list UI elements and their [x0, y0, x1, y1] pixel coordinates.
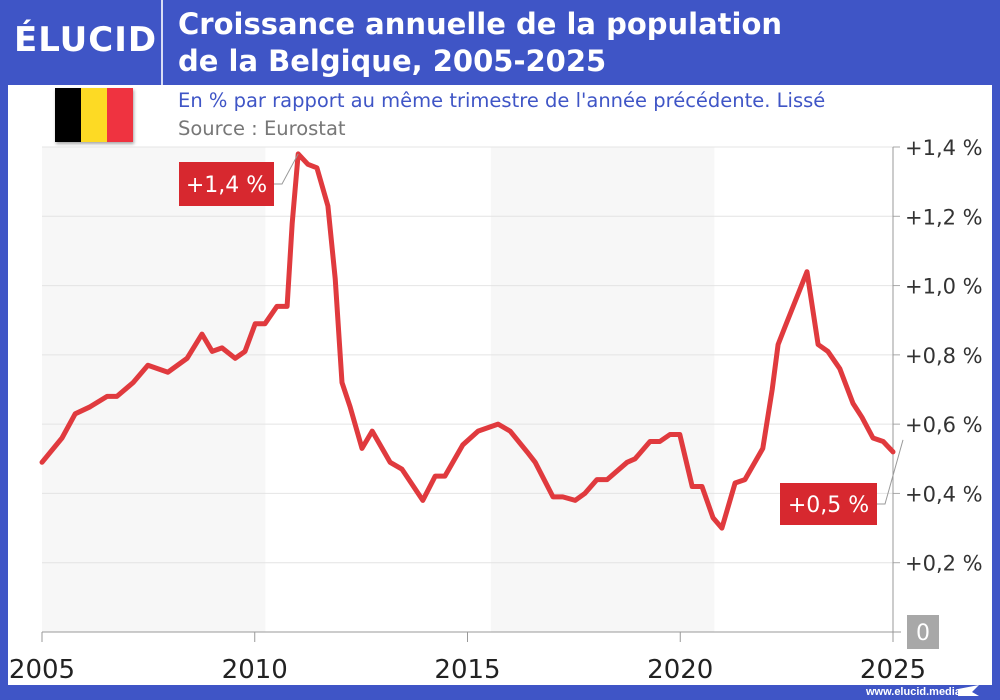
title-line-2: de la Belgique, 2005-2025 [178, 44, 607, 78]
background-band [42, 147, 266, 632]
header-divider [161, 0, 163, 85]
annotation-latest-connector [877, 439, 904, 505]
y-tick-label-zero: 0 [916, 621, 930, 646]
chart-title: Croissance annuelle de la population de … [178, 6, 782, 80]
flag-stripe-red [107, 88, 133, 142]
x-tick-label: 2005 [9, 655, 75, 685]
y-tick-label: +0,4 % [905, 482, 983, 506]
flag-stripe-black [55, 88, 81, 142]
elucid-flag-icon [958, 685, 979, 696]
annotation-latest-box [780, 483, 877, 525]
chart-subtitle: En % par rapport au même trimestre de l'… [178, 89, 826, 112]
x-tick-label: 2015 [434, 655, 500, 685]
zero-label-box [907, 615, 939, 649]
x-tick-label: 2025 [860, 655, 926, 685]
chart-source: Source : Eurostat [178, 117, 346, 140]
y-tick-label: +1,0 % [905, 275, 983, 299]
x-tick-label: 2010 [222, 655, 288, 685]
y-tick-label: +0,2 % [905, 552, 983, 576]
y-tick-label: +1,2 % [905, 205, 983, 229]
flag-stripe-yellow [81, 88, 107, 142]
title-line-1: Croissance annuelle de la population [178, 7, 783, 41]
annotation-latest-label: +0,5 % [788, 493, 869, 518]
y-tick-label: +0,6 % [905, 413, 983, 437]
background-band [490, 147, 715, 632]
population-growth-line [39, 151, 896, 531]
footer-url: www.elucid.media [866, 686, 961, 698]
y-tick-label: +0,8 % [905, 344, 983, 368]
annotation-peak-label: +1,4 % [186, 173, 267, 198]
x-tick-label: 2020 [647, 655, 713, 685]
annotation-peak-box [179, 162, 274, 206]
y-tick-label: +1,4 % [905, 136, 983, 160]
elucid-logo: ÉLUCID [14, 20, 158, 60]
belgium-flag-icon [55, 88, 133, 142]
annotation-peak-connector [274, 153, 299, 185]
